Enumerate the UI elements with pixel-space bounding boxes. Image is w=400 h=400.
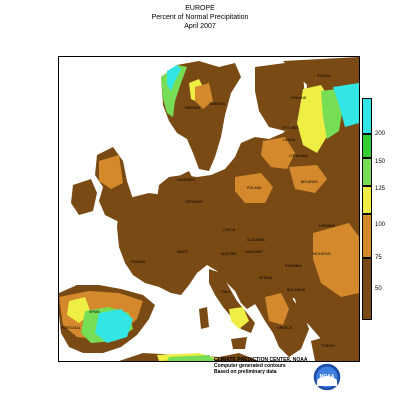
north-africa-wet: [167, 355, 215, 361]
denmark-land: [177, 171, 195, 193]
label-austria: AUSTRIA: [221, 252, 237, 256]
credits-block: CLIMATE PREDICTION CENTER, NOAA Computer…: [214, 357, 324, 375]
turkey-land: [311, 327, 359, 361]
sicily: [231, 337, 247, 349]
label-ukraine: UKRAINE: [319, 224, 336, 228]
legend-label-125: 125: [375, 186, 386, 192]
legend-label-50: 50: [375, 286, 382, 292]
label-denmark: DENMARK: [177, 178, 196, 182]
label-moldova: MOLDOVA: [313, 252, 331, 256]
label-hungary: HUNGARY: [245, 250, 264, 254]
norway-coast-verywet: [167, 65, 181, 91]
legend-label-200: 200: [375, 131, 386, 137]
label-serbia: SERBIA: [259, 276, 273, 280]
label-czech: CZECH: [223, 228, 236, 232]
scandinavia-land: [161, 61, 241, 171]
label-latvia: LATVIA: [283, 138, 296, 142]
legend-label-75: 75: [375, 255, 382, 261]
baltic-below: [261, 137, 295, 169]
label-russia: RUSSIA: [317, 74, 331, 78]
legend-swatch-75: [362, 214, 372, 258]
belarus-below: [289, 165, 327, 193]
map-frame: NORWAY SWEDEN FINLAND RUSSIA ESTONIA LAT…: [58, 56, 360, 362]
sweden-below: [195, 83, 213, 109]
noaa-logo-text: NOAA: [320, 374, 335, 380]
label-estonia: ESTONIA: [283, 126, 299, 130]
label-romania: ROMANIA: [285, 264, 302, 268]
label-france: FRANCE: [131, 260, 146, 264]
map-date: April 2007: [184, 23, 216, 30]
noaa-logo: NOAA: [312, 362, 342, 392]
map-title-block: EUROPE Percent of Normal Precipitation A…: [0, 4, 400, 31]
map-subtitle: Percent of Normal Precipitation: [151, 14, 249, 21]
label-italy: ITALY: [221, 290, 231, 294]
legend-label-150: 150: [375, 159, 386, 165]
label-spain: SPAIN: [89, 310, 100, 314]
label-turkey: TURKEY: [321, 344, 336, 348]
label-sweden: SWEDEN: [209, 102, 225, 106]
map-title: EUROPE: [185, 5, 215, 12]
legend-swatch-50: [362, 258, 372, 320]
legend-swatch-125: [362, 158, 372, 186]
label-greece: GREECE: [277, 326, 293, 330]
finland-verywet: [333, 83, 359, 127]
label-finland: FINLAND: [291, 96, 307, 100]
legend-swatch-200: [362, 98, 372, 134]
legend-swatch-150: [362, 134, 372, 158]
ireland: [71, 179, 97, 215]
ukraine-below: [313, 223, 359, 297]
label-poland: POLAND: [247, 186, 262, 190]
label-norway: NORWAY: [185, 106, 201, 110]
label-germany: GERMANY: [185, 200, 204, 204]
sardinia: [199, 307, 209, 329]
label-lithuania: LITHUANIA: [289, 154, 308, 158]
finland-land: [255, 63, 305, 131]
finland-wet: [321, 89, 343, 139]
credit-line-1: CLIMATE PREDICTION CENTER, NOAA: [214, 357, 308, 363]
italy-normal: [229, 307, 249, 329]
precipitation-legend: 200 150 125 100 75 50: [362, 98, 400, 320]
spain-verywet: [95, 309, 133, 343]
label-portugal: PORTUGAL: [61, 326, 81, 330]
legend-swatch-100: [362, 186, 372, 214]
label-belarus: BELARUS: [301, 180, 318, 184]
credit-line-3: Based on preliminary data: [214, 369, 277, 375]
label-slovakia: SLOVAKIA: [247, 238, 265, 242]
legend-label-100: 100: [375, 222, 386, 228]
label-bulgaria: BULGARIA: [287, 288, 306, 292]
balkans-below: [265, 293, 289, 325]
uk-below: [99, 155, 123, 189]
credit-line-2: Computer generated contours: [214, 363, 286, 369]
label-switz: SWITZ: [177, 250, 189, 254]
poland-below: [235, 173, 273, 203]
europe-map: NORWAY SWEDEN FINLAND RUSSIA ESTONIA LAT…: [59, 57, 359, 361]
